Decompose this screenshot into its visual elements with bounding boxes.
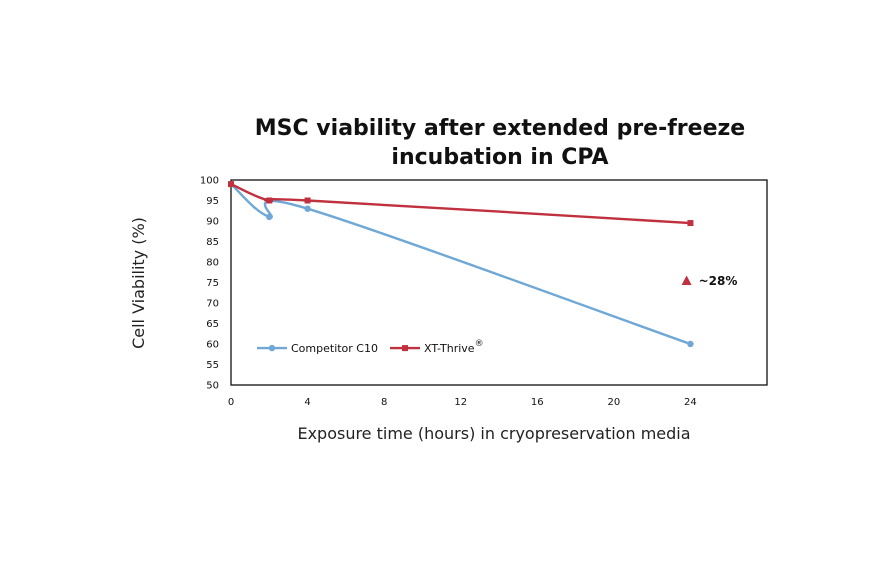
y-tick-label: 50 bbox=[206, 381, 219, 392]
x-tick-label: 12 bbox=[454, 397, 467, 408]
series-layer bbox=[227, 180, 694, 348]
legend-label-xt-thrive: XT-Thrive® bbox=[424, 339, 484, 355]
legend-marker-competitor-c10 bbox=[268, 344, 276, 352]
legend-item-competitor-c10: Competitor C10 bbox=[257, 342, 378, 355]
y-tick-label: 90 bbox=[206, 217, 219, 228]
legend-superscript: ® bbox=[475, 339, 484, 349]
x-axis-ticks: 0 4 8 12 16 20 24 bbox=[228, 397, 697, 408]
y-tick-label: 80 bbox=[206, 258, 219, 269]
up-triangle-icon bbox=[681, 275, 692, 285]
y-tick-label: 70 bbox=[206, 299, 219, 310]
y-tick-label: 85 bbox=[206, 237, 219, 248]
series-xt-thrive bbox=[228, 181, 694, 227]
y-tick-label: 55 bbox=[206, 360, 219, 371]
chart-title-line-1: MSC viability after extended pre-freeze bbox=[254, 116, 746, 141]
x-tick-label: 4 bbox=[304, 397, 310, 408]
annotation-label: ~28% bbox=[699, 274, 738, 288]
data-point-competitor-c10 bbox=[687, 340, 694, 348]
x-tick-label: 16 bbox=[531, 397, 544, 408]
legend-label-competitor-c10: Competitor C10 bbox=[291, 342, 378, 355]
legend-marker-xt-thrive bbox=[402, 345, 408, 352]
legend: Competitor C10 XT-Thrive® bbox=[257, 339, 484, 355]
x-tick-label: 20 bbox=[607, 397, 620, 408]
data-point-competitor-c10 bbox=[266, 213, 273, 221]
legend-item-xt-thrive: XT-Thrive® bbox=[390, 339, 484, 355]
x-axis-label: Exposure time (hours) in cryopreservatio… bbox=[297, 424, 690, 443]
y-axis-ticks: 50 55 60 65 70 75 80 85 90 95 100 bbox=[200, 176, 219, 392]
x-tick-label: 8 bbox=[381, 397, 387, 408]
y-tick-label: 60 bbox=[206, 340, 219, 351]
x-tick-label: 0 bbox=[228, 397, 234, 408]
series-line-xt-thrive bbox=[230, 182, 691, 225]
y-tick-label: 75 bbox=[206, 278, 219, 289]
data-point-xt-thrive bbox=[304, 197, 311, 204]
chart-title-line-2: incubation in CPA bbox=[391, 145, 609, 170]
annotation: ~28% bbox=[681, 274, 738, 288]
data-point-xt-thrive bbox=[228, 181, 234, 188]
x-tick-label: 24 bbox=[684, 397, 697, 408]
data-point-xt-thrive bbox=[687, 220, 694, 227]
data-point-xt-thrive bbox=[266, 197, 273, 204]
chart-title: MSC viability after extended pre-freeze … bbox=[200, 114, 800, 172]
y-tick-label: 65 bbox=[206, 319, 219, 330]
plot-area-frame bbox=[230, 179, 768, 386]
data-point-competitor-c10 bbox=[304, 205, 311, 212]
series-competitor-c10 bbox=[227, 180, 694, 348]
y-tick-label: 95 bbox=[206, 196, 219, 207]
y-tick-label: 100 bbox=[200, 176, 219, 187]
y-axis-label: Cell Viability (%) bbox=[129, 217, 148, 349]
series-line-competitor-c10 bbox=[230, 183, 691, 346]
